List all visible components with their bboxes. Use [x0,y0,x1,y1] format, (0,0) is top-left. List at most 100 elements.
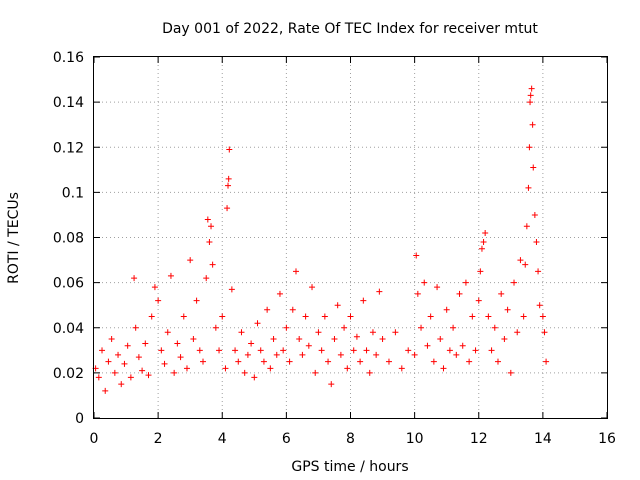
data-point [292,268,299,275]
data-point [427,313,434,320]
x-axis-label: GPS time / hours [291,459,408,475]
data-point [187,257,194,264]
data-point [244,351,251,358]
data-point [531,211,538,218]
data-point [373,351,380,358]
data-point [350,347,357,354]
plot-frame [93,56,608,419]
data-point [456,290,463,297]
data-point [498,290,505,297]
data-point [155,297,162,304]
data-point [241,369,248,376]
data-point [543,358,550,365]
data-point [254,320,261,327]
data-point [251,374,258,381]
data-point [135,354,142,361]
data-point [305,342,312,349]
data-point [302,313,309,320]
data-point [385,358,392,365]
data-point [273,351,280,358]
data-point [283,324,290,331]
data-point [453,351,460,358]
y-tick-label: 0.06 [53,276,84,292]
data-point [219,313,226,320]
y-tick-label: 0.02 [53,366,84,382]
data-point [360,297,367,304]
data-point [196,347,203,354]
data-point [353,333,360,340]
data-point [312,369,319,376]
data-point [328,381,335,388]
data-point [118,381,125,388]
data-point [235,358,242,365]
x-tick-label: 6 [282,431,291,447]
data-point [480,239,487,246]
data-point [111,369,118,376]
data-point [520,313,527,320]
data-point [450,324,457,331]
data-point [376,288,383,295]
data-point [148,313,155,320]
data-point [369,329,376,336]
data-point [151,284,158,291]
data-point [443,306,450,313]
grid [94,57,607,418]
data-point [392,329,399,336]
chart-title: Day 001 of 2022, Rate Of TEC Index for r… [162,21,538,37]
data-point [232,347,239,354]
data-point [530,164,537,171]
data-point [203,275,210,282]
data-point [494,358,501,365]
data-point [276,290,283,297]
data-point [142,340,149,347]
data-point [525,184,532,191]
data-point [321,313,328,320]
data-point [280,347,287,354]
data-point [228,286,235,293]
data-point [299,351,306,358]
x-tick-label: 16 [598,431,616,447]
y-tick-label: 0.08 [53,231,84,247]
data-point [212,324,219,331]
data-point [482,229,489,236]
x-tick-label: 12 [470,431,488,447]
data-point [440,365,447,372]
data-point [405,347,412,354]
data-point [180,313,187,320]
data-point [421,279,428,286]
data-point [257,347,264,354]
data-point [115,351,122,358]
data-point [523,223,530,230]
data-point [357,358,364,365]
data-point [430,358,437,365]
data-point [102,387,109,394]
data-point [139,367,146,374]
data-point [363,347,370,354]
data-point [145,372,152,379]
data-point [264,306,271,313]
data-point [472,347,479,354]
data-point [289,306,296,313]
data-point [504,306,511,313]
y-axis-label: ROTI / TECUs [6,192,22,284]
data-point [177,354,184,361]
data-point [418,324,425,331]
y-tick-label: 0.1 [62,185,84,201]
data-point [174,340,181,347]
data-point [347,313,354,320]
data-point [206,239,213,246]
data-point [366,369,373,376]
data-point [183,365,190,372]
data-point [127,374,134,381]
data-point [222,365,229,372]
data-point [462,279,469,286]
data-point [398,365,405,372]
y-tick-label: 0.04 [53,321,84,337]
y-tick-label: 0.16 [53,50,84,66]
data-point [522,261,529,268]
data-point [507,369,514,376]
data-point [539,313,546,320]
data-point [437,336,444,343]
data-point [527,99,534,106]
